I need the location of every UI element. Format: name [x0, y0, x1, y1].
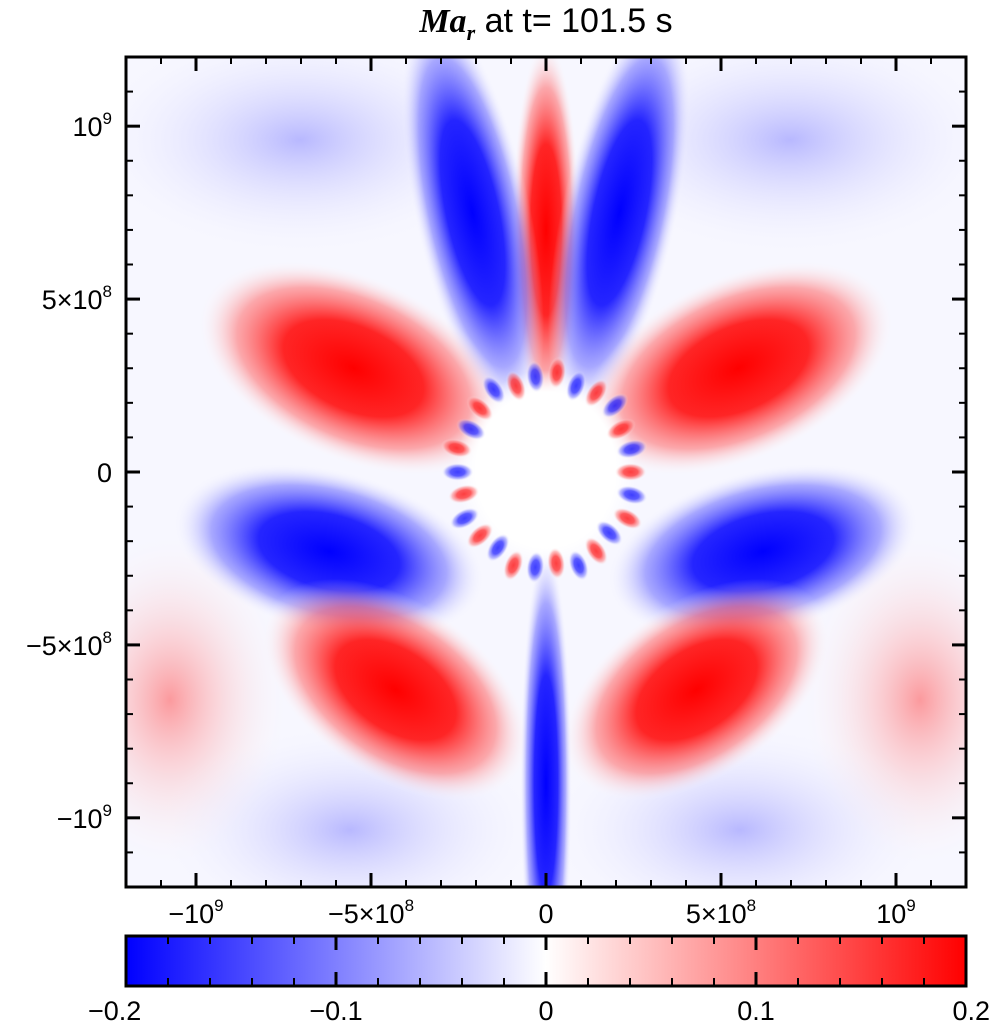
turbulent-ring	[440, 356, 648, 584]
ring-blob	[505, 370, 527, 402]
y-tick-label: 5×108	[42, 282, 112, 315]
y-tick-labels: 109 5×108 0 −5×108 −109	[26, 109, 112, 834]
x-tick-label: −5×108	[328, 896, 414, 929]
ring-blob	[440, 438, 473, 458]
feature-upper-left-lobe	[198, 260, 509, 476]
title-rest: at t= 101.5 s	[485, 2, 673, 40]
colorbar-tick-label: 0	[538, 996, 553, 1026]
x-tick-label: 0	[538, 899, 553, 929]
ring-blob	[584, 378, 608, 408]
feature-north-flank-left	[400, 57, 545, 419]
colorbar-ticks	[124, 936, 968, 986]
ring-blob	[448, 484, 480, 504]
ring-blob	[466, 395, 494, 421]
ring-blob	[584, 536, 608, 566]
ring-blob	[614, 463, 647, 481]
axis-ticks	[125, 56, 967, 888]
y-tick-label: −109	[57, 801, 112, 834]
feature-upper-right-lobe	[583, 260, 894, 476]
colorbar-tick-label: 0.2	[952, 996, 990, 1026]
ring-blob	[565, 370, 587, 402]
x-tick-label: 5×108	[686, 896, 756, 929]
heatmap-plot	[126, 57, 966, 887]
ring-blob	[466, 523, 494, 549]
ring-blob	[456, 418, 486, 441]
title-subscript: r	[467, 20, 476, 45]
colorbar-tick-label: 0.1	[737, 996, 775, 1026]
ring-blob	[449, 507, 480, 530]
ring-blob	[526, 360, 545, 393]
ring-blob	[503, 550, 524, 581]
title-symbol: Ma	[418, 3, 466, 40]
ring-blob	[526, 551, 545, 584]
colorbar-tick-label: −0.2	[88, 996, 141, 1026]
x-tick-labels: −109 −5×108 0 5×108 109	[168, 896, 915, 929]
feature-mid-left-lobe	[172, 463, 486, 641]
ring-blob	[486, 533, 510, 562]
feature-mid-right-lobe	[606, 463, 920, 641]
ring-blob	[547, 547, 566, 580]
title-text	[475, 2, 484, 40]
central-core-region	[456, 370, 636, 570]
ring-blob	[616, 439, 648, 459]
y-tick-label: 109	[72, 109, 112, 142]
feature-north-flank-right	[547, 57, 692, 419]
y-tick-label: −5×108	[26, 628, 112, 661]
ring-blob	[595, 520, 623, 546]
colorbar-tick-label: −0.1	[309, 996, 362, 1026]
ring-blob	[441, 463, 474, 481]
feature-south-polar-jet	[520, 543, 572, 887]
ring-blob	[547, 356, 567, 389]
x-tick-label: −109	[168, 896, 223, 929]
colorbar-labels: −0.2 −0.1 0 0.1 0.2	[88, 996, 990, 1026]
feature-lower-left-lobe	[261, 578, 530, 802]
y-tick-label: 0	[97, 458, 112, 488]
x-tick-label: 109	[876, 896, 916, 929]
ring-blob	[616, 485, 648, 505]
ring-blob	[612, 507, 643, 530]
ring-blob	[482, 375, 506, 404]
ring-blob	[601, 393, 629, 419]
ring-blob	[568, 550, 589, 581]
chart-title: Mar at t= 101.5 s	[418, 2, 672, 45]
feature-lower-right-lobe	[562, 578, 831, 802]
ring-blob	[606, 418, 636, 441]
